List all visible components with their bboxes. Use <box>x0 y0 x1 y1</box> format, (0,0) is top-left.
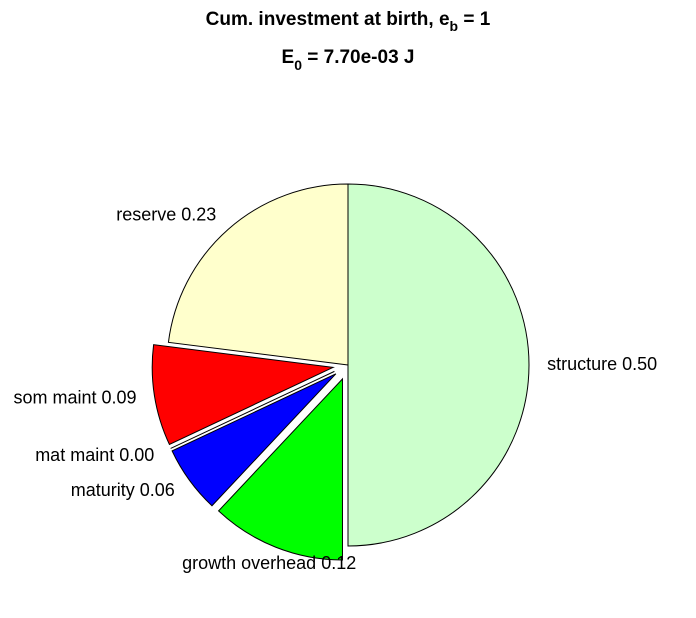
slice-name: mat maint <box>35 445 114 465</box>
slice-label: structure 0.50 <box>547 354 657 374</box>
slice-name: maturity <box>71 480 135 500</box>
slice-label: mat maint 0.00 <box>35 445 154 465</box>
chart-subtitle: E0 = 7.70e-03 J <box>282 47 415 73</box>
subtitle-subscript: 0 <box>294 57 302 73</box>
pie-slice <box>217 377 343 561</box>
slice-label: growth overhead 0.12 <box>182 553 356 573</box>
title-subscript: b <box>450 18 459 34</box>
slice-value: 0.09 <box>101 387 136 407</box>
slice-value: 0.12 <box>321 553 356 573</box>
pie-slice <box>171 373 337 507</box>
subtitle-text: = 7.70e-03 J <box>302 47 415 68</box>
slice-label: maturity 0.06 <box>71 480 175 500</box>
slice-label: reserve 0.23 <box>116 204 216 224</box>
slice-name: structure <box>547 354 617 374</box>
slice-name: som maint <box>13 387 96 407</box>
subtitle-text: E <box>282 47 295 68</box>
title-text: Cum. investment at birth, e <box>206 9 450 30</box>
slice-label: som maint 0.09 <box>13 387 136 407</box>
slice-name: growth overhead <box>182 553 316 573</box>
slice-value: 0.00 <box>119 445 154 465</box>
pie-slice <box>167 183 349 366</box>
slice-value: 0.23 <box>181 204 216 224</box>
slice-name: reserve <box>116 204 176 224</box>
chart-title: Cum. investment at birth, eb = 1 <box>206 9 491 34</box>
slice-value: 0.50 <box>622 354 657 374</box>
pie-slice <box>347 183 530 547</box>
slice-value: 0.06 <box>140 480 175 500</box>
title-text: = 1 <box>458 9 491 30</box>
pie-slice <box>151 344 335 446</box>
